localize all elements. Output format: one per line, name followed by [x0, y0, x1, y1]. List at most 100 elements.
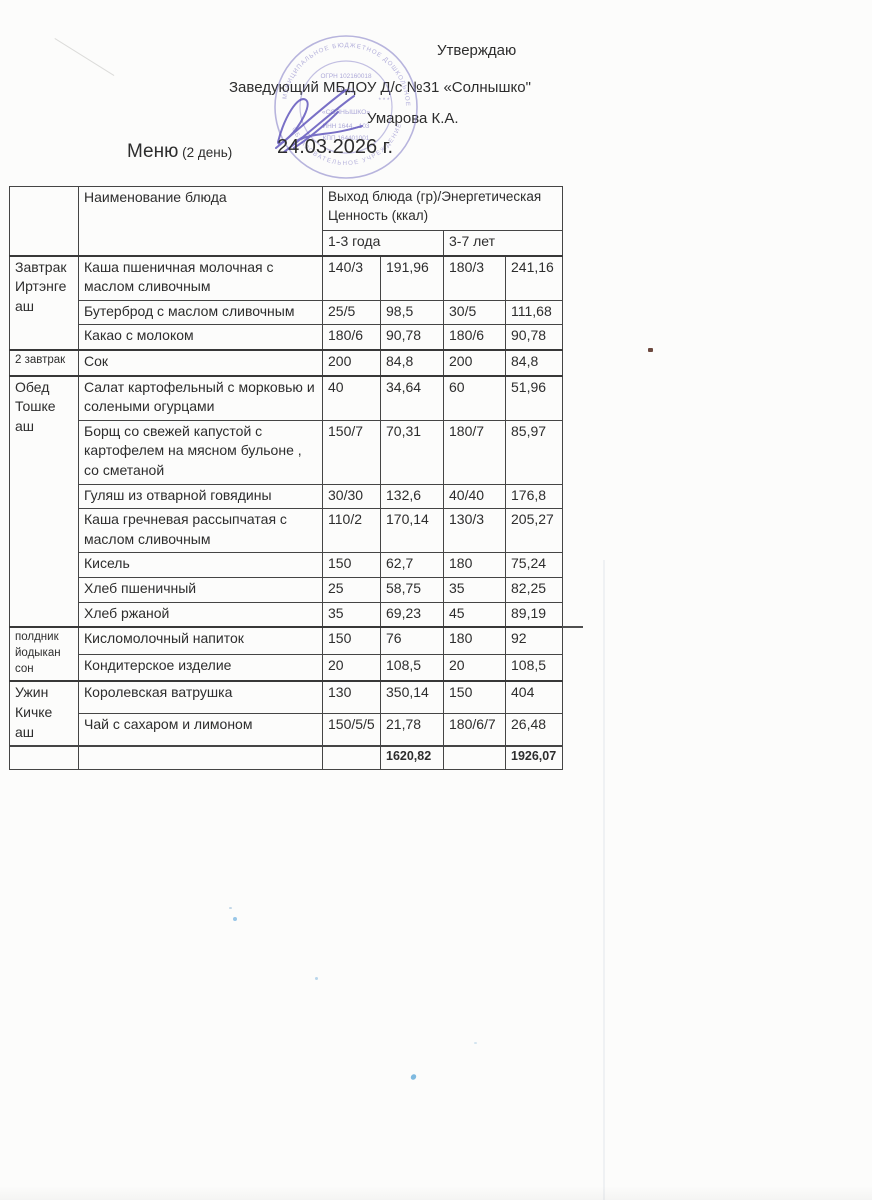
value-cell: 76	[380, 626, 444, 655]
category-cell: 2 завтрак	[9, 348, 79, 377]
value-cell: 150	[322, 552, 381, 578]
value-cell: 40	[322, 374, 381, 421]
table-row: полдник йодыкан сон Кисломолочный напиток…	[9, 626, 563, 682]
table-row: Какао с молоком 180/6 90,78 180/6 90,78	[10, 324, 563, 351]
value-cell: 20	[322, 653, 381, 682]
value-cell: 62,7	[380, 552, 444, 578]
value-cell: 180/3	[443, 254, 506, 301]
scan-speck	[233, 917, 237, 921]
value-cell: 140/3	[322, 254, 381, 301]
menu-day: (2 день)	[182, 145, 233, 160]
value-cell: 90,78	[380, 324, 444, 351]
signature	[275, 89, 363, 153]
dish-cell: Какао с молоком	[78, 324, 323, 351]
value-cell: 200	[322, 348, 381, 377]
stamp-outer-circle	[274, 35, 418, 179]
totals-empty-category	[9, 745, 79, 770]
menu-table: Наименование блюда Выход блюда (гр)/Энер…	[9, 185, 563, 770]
menu-word: Меню	[127, 141, 179, 162]
value-cell: 150	[443, 680, 506, 715]
totals-empty-dish	[78, 745, 323, 770]
scan-speck	[474, 1042, 477, 1044]
value-cell: 150	[322, 626, 381, 655]
age-groups-row: 1-3 года 3-7 лет	[10, 229, 563, 257]
approve-label: Утверждаю	[437, 42, 517, 59]
value-cell: 30/30	[322, 483, 381, 510]
value-cell: 85,97	[505, 419, 563, 485]
menu-title: Меню (2 день)	[127, 141, 232, 163]
dish-cell: Хлеб пшеничный	[78, 576, 323, 603]
value-cell: 25/5	[322, 299, 381, 326]
value-cell: 130	[322, 680, 381, 715]
totals-empty-value	[322, 745, 381, 770]
dish-cell: Кисель	[78, 552, 323, 578]
category-header-cell	[9, 185, 79, 257]
category-cell: Обед Тошке аш	[9, 374, 79, 628]
value-cell: 180/6/7	[443, 713, 506, 747]
value-cell: 180/6	[322, 324, 381, 351]
age-group-1-3: 1-3 года	[322, 229, 444, 257]
value-cell: 130/3	[443, 508, 506, 554]
value-cell: 70,31	[380, 419, 444, 485]
dish-cell: Борщ со свежей капустой с картофелем на …	[78, 419, 323, 485]
menu-date: 24.03.2026 г.	[277, 136, 394, 158]
dish-cell: Каша пшеничная молочная с маслом сливочн…	[78, 254, 323, 301]
dish-cell: Каша гречневая рассыпчатая с маслом слив…	[78, 508, 323, 554]
table-row: Чай с сахаром и лимоном 150/5/5 21,78 180/6…	[10, 713, 563, 747]
stamp-inner-circle	[299, 60, 393, 154]
dish-cell: Салат картофельный с морковью и солеными…	[78, 374, 323, 421]
scan-speck	[315, 977, 318, 980]
stamp-line-inn: ИНН 1644…103	[323, 123, 370, 130]
output-energy-header: Выход блюда (гр)/Энергетическая Ценность…	[322, 186, 563, 231]
value-cell: 108,5	[505, 653, 563, 682]
dish-cell: Кисломолочный напиток	[78, 626, 323, 655]
value-cell: 40/40	[443, 483, 506, 510]
value-cell: 180/7	[443, 419, 506, 485]
value-cell: 51,96	[505, 374, 563, 421]
table-row: Ужин Кичке аш Королевская ватрушка 130 350,…	[9, 680, 563, 747]
value-cell: 82,25	[505, 576, 563, 603]
table-row: Гуляш из отварной говядины 30/30 132,6 40/4…	[10, 483, 563, 510]
stamp-line-ogrn: ОГРН 102160018	[320, 73, 372, 80]
table-row: Бутерброд с маслом сливочным 25/5 98,5 30/5…	[10, 299, 563, 326]
value-cell: 35	[443, 576, 506, 603]
table-row: 2 завтрак Сок 200 84,8 200 84,8	[9, 348, 563, 377]
value-cell: 75,24	[505, 552, 563, 578]
value-cell: 45	[443, 601, 506, 628]
dish-cell: Королевская ватрушка	[78, 680, 323, 715]
value-cell: 34,64	[380, 374, 444, 421]
total-kcal-3-7: 1926,07	[505, 745, 563, 770]
table-row: Обед Тошке аш Салат картофельный с морков…	[9, 374, 563, 628]
value-cell: 84,8	[505, 348, 563, 377]
value-cell: 110/2	[322, 508, 381, 554]
value-cell: 108,5	[380, 653, 444, 682]
table-row: Хлеб пшеничный 25 58,75 35 82,25	[10, 576, 563, 603]
stamp-line-stars: * * *	[378, 97, 390, 104]
value-cell: 21,78	[380, 713, 444, 747]
value-cell: 60	[443, 374, 506, 421]
value-cell: 69,23	[380, 601, 444, 628]
table-row: Хлеб ржаной 35 69,23 45 89,19	[10, 601, 563, 628]
scanner-streak	[603, 560, 605, 1200]
value-cell: 58,75	[380, 576, 444, 603]
scan-scratch	[54, 38, 115, 76]
totals-empty-value	[443, 745, 506, 770]
table-header-row: Наименование блюда Выход блюда (гр)/Энер…	[9, 185, 563, 257]
scan-shadow	[0, 1186, 872, 1200]
scan-speck	[409, 1073, 418, 1081]
dish-cell: Чай с сахаром и лимоном	[78, 713, 323, 747]
value-cell: 20	[443, 653, 506, 682]
scan-speck	[648, 348, 653, 352]
value-cell: 180	[443, 626, 506, 655]
scan-speck	[229, 907, 232, 909]
table-row: Борщ со свежей капустой с картофелем на …	[10, 419, 563, 485]
value-cell: 111,68	[505, 299, 563, 326]
category-cell: полдник йодыкан сон	[9, 626, 79, 682]
value-cell: 180/6	[443, 324, 506, 351]
value-cell: 170,14	[380, 508, 444, 554]
total-kcal-1-3: 1620,82	[380, 745, 444, 770]
category-cell: Завтрак Иртэнге аш	[9, 254, 79, 351]
value-cell: 150/5/5	[322, 713, 381, 747]
dish-cell: Хлеб ржаной	[78, 601, 323, 628]
value-cell: 26,48	[505, 713, 563, 747]
